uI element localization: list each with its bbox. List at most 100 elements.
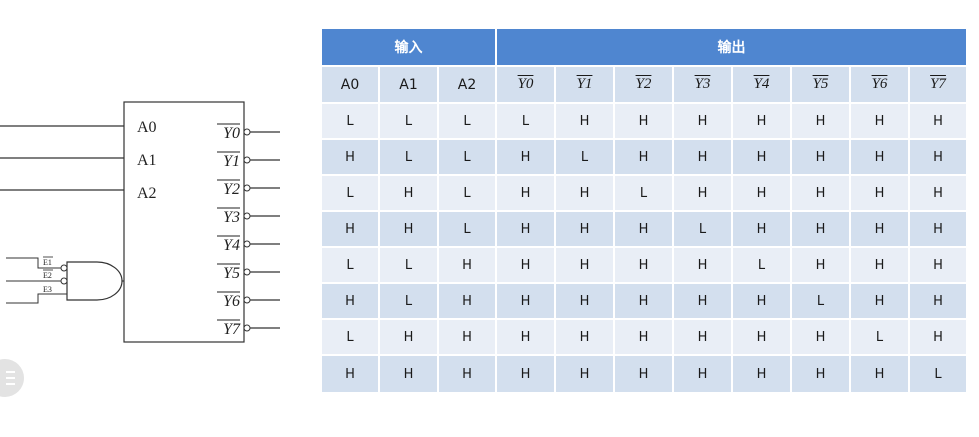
table-cell: H	[851, 212, 910, 248]
table-cell: H	[910, 284, 966, 320]
table-cell: L	[380, 284, 439, 320]
output-bubble-y1	[243, 156, 251, 164]
table-cell: H	[733, 356, 792, 392]
table-cell: H	[556, 284, 615, 320]
table-cell: H	[615, 140, 674, 176]
table-cell: H	[615, 212, 674, 248]
table-cell: H	[497, 212, 556, 248]
output-bubble-y4	[243, 240, 251, 248]
table-cell: L	[322, 176, 380, 212]
table-cell: H	[322, 140, 380, 176]
output-label-y1: Y1	[223, 153, 240, 170]
table-cell: H	[910, 248, 966, 284]
table-cell: H	[439, 248, 497, 284]
table-cell: H	[497, 140, 556, 176]
output-label-y2: Y2	[223, 181, 240, 198]
column-header-label: Y7	[930, 76, 946, 92]
column-header-y7: Y7	[910, 67, 966, 104]
table-cell: H	[733, 176, 792, 212]
enable-label-e1: E1	[43, 258, 52, 267]
table-cell: H	[380, 356, 439, 392]
table-cell: H	[322, 356, 380, 392]
table-cell: L	[322, 320, 380, 356]
enable-e1-line	[6, 257, 61, 269]
table-cell: L	[792, 284, 851, 320]
table-cell: H	[792, 320, 851, 356]
table-cell: H	[615, 104, 674, 140]
table-cell: H	[733, 212, 792, 248]
table-cell: H	[615, 356, 674, 392]
output-label-y0: Y0	[223, 125, 240, 142]
enable-e3-line	[6, 293, 67, 304]
table-cell: H	[733, 104, 792, 140]
column-header-label: A2	[457, 76, 477, 93]
table-cell: H	[556, 212, 615, 248]
table-cell: H	[556, 104, 615, 140]
table-cell: H	[439, 284, 497, 320]
group-header-outputs: 输出	[497, 29, 966, 67]
table-cell: L	[497, 104, 556, 140]
table-cell: H	[674, 104, 733, 140]
table-cell: H	[322, 212, 380, 248]
table-cell: H	[674, 320, 733, 356]
table-cell: H	[910, 104, 966, 140]
table-cell: H	[674, 284, 733, 320]
table-cell: H	[733, 140, 792, 176]
table-cell: H	[380, 320, 439, 356]
table-cell: H	[792, 356, 851, 392]
table-cell: H	[439, 320, 497, 356]
input-label-a0: A0	[137, 119, 157, 136]
table-cell: H	[615, 248, 674, 284]
enable-label-e3: E3	[43, 285, 52, 294]
output-bubble-y6	[243, 296, 251, 304]
output-bubble-y2	[243, 184, 251, 192]
column-header-label: Y2	[635, 76, 652, 92]
table-cell: L	[380, 248, 439, 284]
table-cell: H	[910, 212, 966, 248]
column-header-label: Y3	[694, 76, 711, 92]
column-header-y2: Y2	[615, 67, 674, 104]
table-cell: H	[497, 176, 556, 212]
column-header-a1: A1	[380, 67, 439, 104]
table-cell: H	[380, 212, 439, 248]
table-cell: L	[556, 140, 615, 176]
column-header-label: Y0	[517, 76, 534, 92]
table-cell: L	[380, 140, 439, 176]
table-cell: H	[733, 320, 792, 356]
output-bubble-y0	[243, 128, 251, 136]
table-cell: H	[792, 176, 851, 212]
and-gate	[66, 261, 123, 301]
table-cell: H	[792, 212, 851, 248]
column-header-label: Y1	[576, 76, 593, 92]
column-header-label: Y4	[753, 76, 770, 92]
table-cell: H	[792, 248, 851, 284]
input-label-a2: A2	[137, 185, 157, 202]
table-cell: L	[322, 248, 380, 284]
column-header-a0: A0	[322, 67, 380, 104]
output-bubble-y5	[243, 268, 251, 276]
table-cell: H	[674, 356, 733, 392]
table-cell: H	[851, 356, 910, 392]
enable-label-e2: E2	[43, 271, 52, 280]
table-cell: H	[439, 356, 497, 392]
output-pins: Y0 Y1 Y2 Y3 Y4 Y5 Y6 Y7	[217, 123, 280, 338]
column-header-y5: Y5	[792, 67, 851, 104]
table-cell: H	[851, 248, 910, 284]
table-cell: H	[615, 320, 674, 356]
table-cell: L	[380, 104, 439, 140]
table-cell: L	[851, 320, 910, 356]
table-cell: H	[674, 248, 733, 284]
table-cell: L	[733, 248, 792, 284]
table-cell: H	[497, 356, 556, 392]
table-cell: H	[792, 140, 851, 176]
column-header-y0: Y0	[497, 67, 556, 104]
table-cell: L	[439, 104, 497, 140]
output-label-y6: Y6	[223, 293, 240, 310]
table-cell: H	[322, 284, 380, 320]
